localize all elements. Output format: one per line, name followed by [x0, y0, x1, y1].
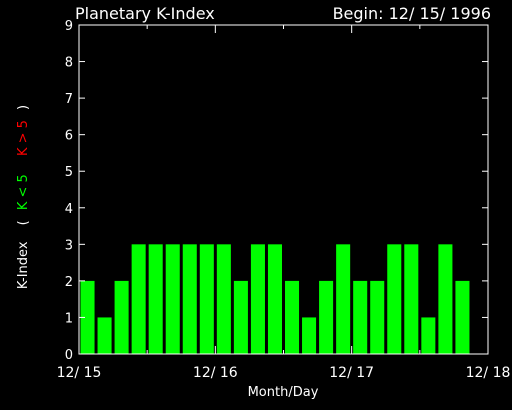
- x-tick-label: 12/ 18: [466, 365, 511, 381]
- bar: [387, 244, 402, 354]
- bar: [267, 244, 282, 354]
- y-tick-label: 2: [65, 275, 73, 290]
- x-tick-label: 12/ 17: [329, 365, 374, 381]
- y-tick-label: 3: [65, 238, 73, 253]
- y-axis-label-quiet: K < 5: [16, 174, 31, 210]
- bar: [233, 280, 248, 354]
- bar: [165, 244, 180, 354]
- bar: [455, 280, 470, 354]
- y-tick-label: 7: [65, 92, 73, 107]
- chart-title: Planetary K-Index: [75, 4, 215, 23]
- y-axis-label-open-paren: (: [16, 220, 31, 225]
- bar: [336, 244, 351, 354]
- y-axis-label: K-Index ( K < 5 K > 5 ): [16, 105, 31, 289]
- bar: [80, 280, 95, 354]
- bar: [285, 280, 300, 354]
- x-axis-ticks: 12/ 15 12/ 16 12/ 17 12/ 18: [57, 25, 511, 381]
- y-tick-label: 6: [65, 129, 73, 144]
- plot-frame: [78, 24, 489, 355]
- x-tick-label: 12/ 16: [193, 365, 238, 381]
- y-tick-label: 1: [65, 311, 73, 326]
- bar: [421, 317, 436, 354]
- bar: [114, 280, 129, 354]
- x-tick-label: 12/ 15: [57, 365, 102, 381]
- bar: [148, 244, 163, 354]
- bar: [302, 317, 317, 354]
- bar: [250, 244, 265, 354]
- y-tick-label: 5: [65, 165, 73, 180]
- bar: [131, 244, 146, 354]
- y-tick-label: 8: [65, 56, 73, 71]
- y-axis-label-storm: K > 5: [16, 120, 31, 156]
- x-axis-label: Month/Day: [248, 385, 319, 400]
- y-tick-label: 9: [65, 19, 73, 34]
- bar: [353, 280, 368, 354]
- bar: [97, 317, 112, 354]
- bar-series: [80, 244, 470, 354]
- bar: [182, 244, 197, 354]
- bar: [216, 244, 231, 354]
- bar: [319, 280, 334, 354]
- bar: [404, 244, 419, 354]
- y-axis-label-close-paren: ): [16, 105, 31, 110]
- y-tick-label: 4: [65, 202, 73, 217]
- bar: [199, 244, 214, 354]
- y-axis-label-main: K-Index: [16, 241, 31, 289]
- begin-date-label: Begin: 12/ 15/ 1996: [333, 4, 491, 23]
- bar: [438, 244, 453, 354]
- y-tick-label: 0: [65, 348, 73, 363]
- bar: [370, 280, 385, 354]
